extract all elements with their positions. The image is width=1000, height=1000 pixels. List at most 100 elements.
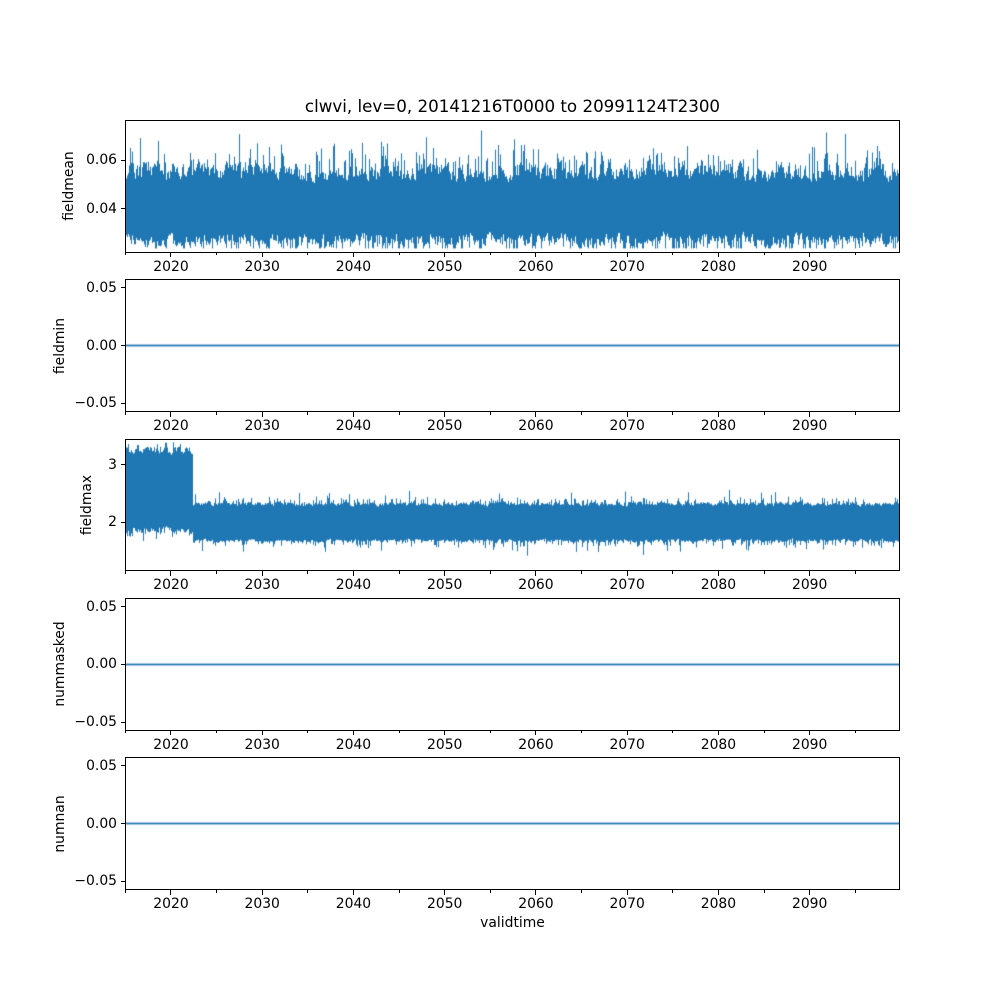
x-tick-mark [626, 412, 628, 417]
x-minor-tick-mark [672, 571, 674, 574]
y-tick-mark [120, 208, 125, 210]
x-tick-label: 2050 [427, 896, 463, 912]
x-minor-tick-mark [489, 730, 491, 734]
x-tick-label: 2070 [609, 736, 645, 753]
x-tick-mark [535, 571, 537, 576]
x-tick-mark [809, 730, 811, 736]
fieldmean-series [126, 121, 899, 252]
x-minor-tick-mark [216, 730, 218, 734]
x-minor-tick-mark [581, 730, 583, 734]
x-minor-tick-mark [307, 730, 309, 734]
x-tick-label: 2040 [335, 418, 372, 435]
x-tick-mark [444, 730, 446, 736]
x-tick-label: 2070 [609, 418, 645, 435]
x-tick-label: 2060 [518, 258, 554, 275]
y-axis-label-fieldmax: fieldmax [79, 474, 95, 536]
x-tick-mark [626, 571, 628, 576]
x-tick-label: 2080 [700, 896, 737, 912]
x-tick-label: 2050 [427, 418, 463, 435]
y-tick-label: 0.05 [86, 279, 117, 296]
y-tick-mark [120, 606, 125, 608]
x-tick-mark [352, 730, 354, 736]
x-tick-label: 2080 [700, 577, 737, 594]
x-tick-label: 2030 [244, 258, 280, 275]
y-axis-label-nummasked: nummasked [52, 621, 68, 707]
x-tick-mark [170, 890, 172, 895]
x-tick-label: 2020 [153, 736, 189, 753]
nummasked-series [126, 598, 899, 730]
x-tick-label: 2090 [791, 577, 828, 594]
x-minor-tick-mark [307, 890, 309, 893]
y-tick-label: 0.04 [86, 200, 117, 217]
x-tick-label: 2060 [518, 418, 554, 435]
y-tick-label: −0.05 [74, 873, 117, 890]
y-tick-mark [120, 823, 125, 825]
x-tick-mark [261, 571, 263, 576]
x-tick-label: 2060 [518, 736, 554, 753]
x-tick-mark [352, 412, 354, 417]
x-tick-label: 2070 [609, 258, 645, 275]
x-tick-label: 2040 [335, 736, 372, 753]
x-minor-tick-mark [124, 571, 126, 574]
y-tick-label: 2 [108, 514, 117, 531]
x-tick-mark [261, 890, 263, 895]
y-axis-label-fieldmin: fieldmin [52, 317, 68, 374]
x-minor-tick-mark [398, 252, 400, 256]
y-tick-mark [120, 880, 125, 882]
x-tick-mark [352, 252, 354, 258]
x-minor-tick-mark [763, 252, 765, 256]
x-minor-tick-mark [489, 571, 491, 574]
y-tick-mark [120, 464, 125, 466]
x-tick-mark [170, 571, 172, 576]
plot-area-nummasked [125, 597, 900, 731]
x-tick-label: 2080 [700, 258, 737, 275]
y-tick-mark [120, 521, 125, 523]
x-tick-label: 2040 [335, 258, 372, 275]
x-minor-tick-mark [581, 252, 583, 256]
x-tick-label: 2050 [427, 577, 463, 594]
x-tick-label: 2020 [153, 896, 189, 912]
x-minor-tick-mark [216, 571, 218, 574]
plot-area-fieldmean [125, 120, 900, 253]
x-minor-tick-mark [763, 412, 765, 415]
numnan-series [126, 758, 899, 890]
x-minor-tick-mark [398, 890, 400, 893]
y-tick-label: 0.00 [86, 337, 117, 354]
y-tick-label: 0.06 [86, 152, 117, 169]
x-minor-tick-mark [581, 412, 583, 415]
x-minor-tick-mark [489, 890, 491, 893]
x-tick-label: 2040 [335, 896, 372, 912]
x-tick-mark [535, 890, 537, 895]
x-minor-tick-mark [581, 571, 583, 574]
x-minor-tick-mark [307, 252, 309, 256]
x-minor-tick-mark [489, 252, 491, 256]
y-tick-mark [120, 765, 125, 767]
x-tick-mark [170, 730, 172, 736]
x-tick-label: 2040 [335, 577, 372, 594]
x-tick-mark [352, 571, 354, 576]
x-minor-tick-mark [672, 890, 674, 893]
x-tick-label: 2070 [609, 896, 645, 912]
x-tick-mark [444, 252, 446, 258]
y-tick-label: 0.05 [86, 598, 117, 615]
x-minor-tick-mark [763, 730, 765, 734]
y-axis-label-fieldmean: fieldmean [61, 151, 77, 222]
x-tick-label: 2030 [244, 577, 280, 594]
x-minor-tick-mark [672, 252, 674, 256]
x-tick-mark [626, 730, 628, 736]
x-tick-mark [626, 252, 628, 258]
x-tick-label: 2090 [791, 258, 828, 275]
x-tick-mark [809, 890, 811, 895]
fieldmin-series [126, 280, 899, 412]
x-tick-mark [535, 252, 537, 258]
x-tick-mark [717, 730, 719, 736]
x-minor-tick-mark [854, 412, 856, 415]
y-tick-mark [120, 721, 125, 723]
x-minor-tick-mark [124, 252, 126, 256]
x-tick-label: 2070 [609, 577, 645, 594]
x-tick-label: 2080 [700, 418, 737, 435]
x-tick-mark [444, 890, 446, 895]
x-tick-mark [444, 412, 446, 417]
x-tick-mark [535, 730, 537, 736]
